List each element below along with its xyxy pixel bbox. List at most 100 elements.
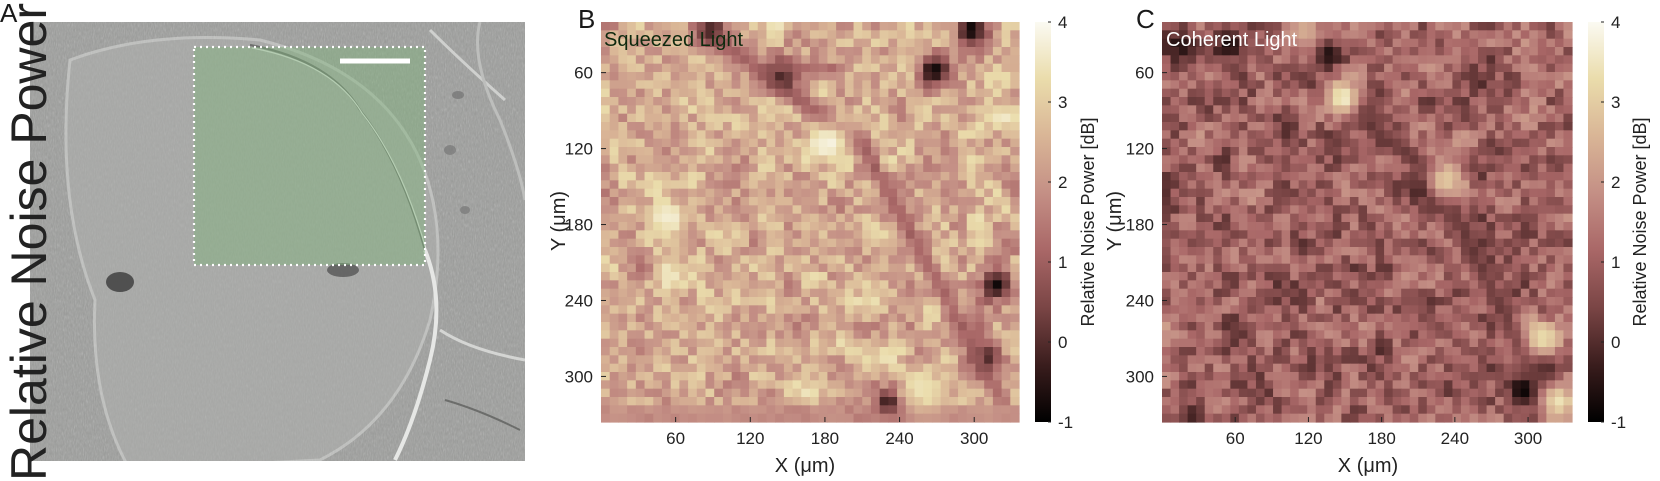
- heatmap-cell: [1162, 88, 1172, 98]
- heatmap-cell: [1375, 205, 1385, 215]
- heatmap-cell: [949, 322, 959, 331]
- heatmap-cell: [1196, 55, 1206, 65]
- heatmap-cell: [1196, 122, 1206, 131]
- heatmap-cell: [1563, 72, 1573, 81]
- heatmap-cell: [661, 197, 672, 206]
- heatmap-cell: [1367, 30, 1377, 40]
- heatmap-cell: [958, 72, 968, 81]
- heatmap-cell: [670, 405, 680, 415]
- heatmap-cell: [1298, 105, 1308, 115]
- heatmap-cell: [1469, 380, 1479, 390]
- heatmap-cell: [627, 97, 637, 106]
- heatmap-cell: [975, 30, 985, 40]
- heatmap-cell: [1247, 213, 1257, 223]
- heatmap-cell: [1349, 363, 1360, 373]
- heatmap-cell: [688, 355, 698, 365]
- heatmap-cell: [1426, 163, 1436, 173]
- heatmap-cell: [792, 413, 802, 423]
- heatmap-cell: [731, 313, 741, 323]
- heatmap-cell: [1162, 180, 1172, 190]
- heatmap-cell: [1196, 238, 1206, 248]
- heatmap-cell: [975, 163, 985, 173]
- heatmap-cell: [627, 305, 637, 315]
- heatmap-cell: [931, 372, 942, 381]
- heatmap-cell: [1247, 172, 1257, 181]
- heatmap-cell: [1409, 163, 1419, 173]
- heatmap-cell: [740, 213, 750, 223]
- heatmap-cell: [975, 147, 985, 156]
- heatmap-cell: [1213, 205, 1223, 215]
- heatmap-cell: [1213, 347, 1223, 356]
- heatmap-cell: [1001, 147, 1011, 156]
- heatmap-cell: [1460, 338, 1471, 348]
- heatmap-cell: [931, 205, 942, 215]
- heatmap-cell: [1179, 405, 1189, 415]
- heatmap-cell: [1375, 247, 1385, 256]
- heatmap-cell: [1384, 255, 1394, 265]
- heatmap-cell: [1307, 288, 1317, 298]
- heatmap-cell: [1341, 305, 1351, 315]
- heatmap-cell: [1392, 30, 1402, 40]
- heatmap-cell: [1010, 313, 1020, 323]
- heatmap-cell: [740, 338, 750, 348]
- heatmap-cell: [618, 213, 628, 223]
- heatmap-cell: [853, 355, 863, 365]
- heatmap-cell: [792, 188, 802, 198]
- heatmap-cell: [653, 413, 663, 423]
- heatmap-cell: [1460, 363, 1471, 373]
- heatmap-cell: [1546, 188, 1556, 198]
- heatmap-cell: [801, 188, 811, 198]
- heatmap-cell: [1478, 372, 1488, 381]
- heatmap-cell: [696, 355, 707, 365]
- heatmap-cell: [1384, 188, 1394, 198]
- heatmap-cell: [1001, 205, 1011, 215]
- heatmap-cell: [1452, 130, 1462, 140]
- heatmap-cell: [1187, 22, 1197, 31]
- heatmap-cell: [1469, 272, 1479, 281]
- heatmap-cell: [1546, 38, 1556, 48]
- heatmap-cell: [1512, 47, 1522, 56]
- heatmap-cell: [1426, 355, 1436, 365]
- heatmap-cell: [818, 55, 829, 65]
- heatmap-cell: [1546, 222, 1556, 231]
- heatmap-cell: [1255, 413, 1266, 423]
- heatmap-cell: [731, 247, 741, 256]
- heatmap-cell: [627, 347, 637, 356]
- heatmap-cell: [1435, 172, 1445, 181]
- heatmap-cell: [1264, 113, 1274, 123]
- heatmap-cell: [1452, 355, 1462, 365]
- heatmap-cell: [992, 188, 1003, 198]
- heatmap-cell: [792, 122, 802, 131]
- heatmap-cell: [1315, 330, 1325, 340]
- heatmap-cell: [1469, 363, 1479, 373]
- heatmap-cell: [1204, 247, 1214, 256]
- heatmap-cell: [644, 397, 654, 406]
- heatmap-cell: [679, 213, 689, 223]
- heatmap-cell: [1520, 405, 1530, 415]
- heatmap-cell: [1554, 230, 1565, 240]
- heatmap-cell: [966, 397, 977, 406]
- heatmap-cell: [1426, 388, 1436, 398]
- heatmap-cell: [836, 238, 846, 248]
- heatmap-cell: [1554, 63, 1565, 73]
- heatmap-cell: [1196, 88, 1206, 98]
- heatmap-cell: [827, 363, 837, 373]
- heatmap-cell: [757, 238, 768, 248]
- heatmap-cell: [923, 213, 933, 223]
- heatmap-cell: [1298, 22, 1308, 31]
- heatmap-cell: [1546, 47, 1556, 56]
- heatmap-cell: [888, 30, 898, 40]
- heatmap-cell: [1537, 147, 1547, 156]
- heatmap-cell: [827, 405, 837, 415]
- heatmap-cell: [1435, 338, 1445, 348]
- heatmap-cell: [1452, 372, 1462, 381]
- heatmap-cell: [1281, 380, 1291, 390]
- heatmap-cell: [1273, 63, 1283, 73]
- heatmap-cell: [1349, 88, 1360, 98]
- heatmap-cell: [966, 180, 977, 190]
- heatmap-cell: [914, 305, 924, 315]
- heatmap-cell: [827, 138, 837, 148]
- heatmap-cell: [1392, 147, 1402, 156]
- heatmap-cell: [792, 147, 802, 156]
- heatmap-cell: [1315, 130, 1325, 140]
